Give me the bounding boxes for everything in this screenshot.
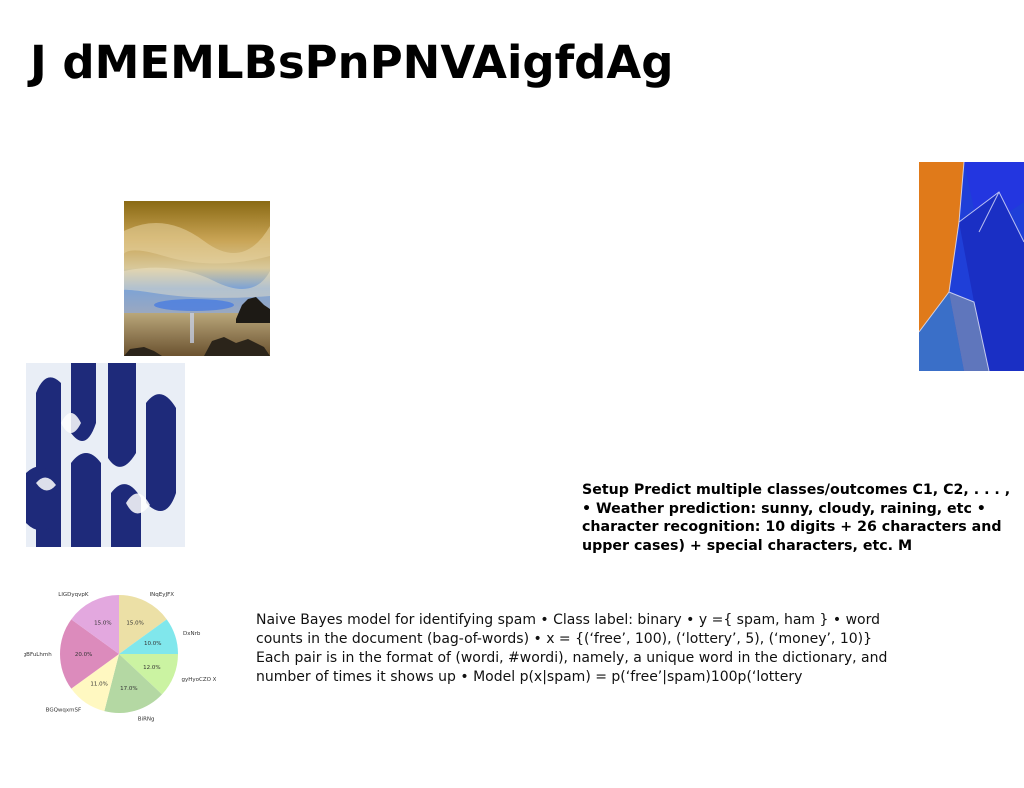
pie-chart: 15.0% 10.0% 12.0% 17.0% 11.0% 20.0% 15.0% INqE… xyxy=(24,592,217,723)
pie-value-label: 12.0% xyxy=(143,665,160,671)
pie-category-label: gBFuLhmh xyxy=(24,652,52,658)
blue-waves-image xyxy=(26,363,185,547)
blue-waves-photo xyxy=(26,363,185,547)
pie-category-label: gyHyoCZO X xyxy=(182,677,217,683)
pie-category-label: INqEyJFX xyxy=(150,592,175,598)
pie-slice-DxNrb xyxy=(119,619,178,654)
pie-slice-gyHyoCZO X xyxy=(119,654,178,695)
pie-value-label: 17.0% xyxy=(120,686,137,692)
pie-category-label: DxNrb xyxy=(183,631,201,637)
pie-slice-BiRNg xyxy=(104,654,163,714)
pie-value-label: 15.0% xyxy=(94,621,111,627)
pie-slice-INqEyJFX xyxy=(119,595,167,654)
pie-slice-gBFuLhmh xyxy=(60,619,119,689)
pie-value-label: 10.0% xyxy=(144,641,161,647)
sunset-sea-image xyxy=(124,201,270,356)
setup-text-block: Setup Predict multiple classes/outcomes … xyxy=(582,482,1011,554)
pie-value-label: 11.0% xyxy=(90,681,107,687)
pie-value-label: 15.0% xyxy=(126,621,143,627)
pie-slice-LlGDyqvpK xyxy=(71,595,119,654)
pie-category-label: BGQwqxmSF xyxy=(46,708,82,714)
pie-category-label: BiRNg xyxy=(138,717,155,723)
abstract-geometric-photo xyxy=(919,162,1024,371)
slide-title: J dMEMLBsPnPNVAigfdAg xyxy=(30,36,674,89)
pie-category-label: LlGDyqvpK xyxy=(58,592,89,598)
pie-slice-BGQwqxmSF xyxy=(71,654,119,712)
naive-bayes-text-block: Naive Bayes model for identifying spam •… xyxy=(256,612,888,685)
pie-value-label: 20.0% xyxy=(75,652,92,658)
abstract-geometric-image xyxy=(919,162,1024,371)
sunset-sea-photo xyxy=(124,201,270,356)
